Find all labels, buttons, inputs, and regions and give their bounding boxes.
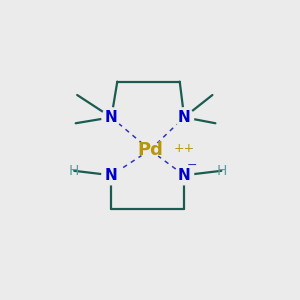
Circle shape	[102, 108, 121, 127]
Circle shape	[102, 166, 121, 185]
Circle shape	[175, 108, 194, 127]
Circle shape	[175, 166, 194, 185]
Text: N: N	[178, 168, 190, 183]
Circle shape	[140, 140, 160, 160]
Text: H: H	[216, 164, 226, 178]
Text: N: N	[105, 110, 118, 125]
Text: N: N	[178, 110, 190, 125]
Text: N: N	[105, 168, 118, 183]
Text: Pd: Pd	[137, 141, 163, 159]
Text: −: −	[186, 159, 197, 172]
Text: H: H	[69, 164, 80, 178]
Text: ++: ++	[174, 142, 195, 155]
